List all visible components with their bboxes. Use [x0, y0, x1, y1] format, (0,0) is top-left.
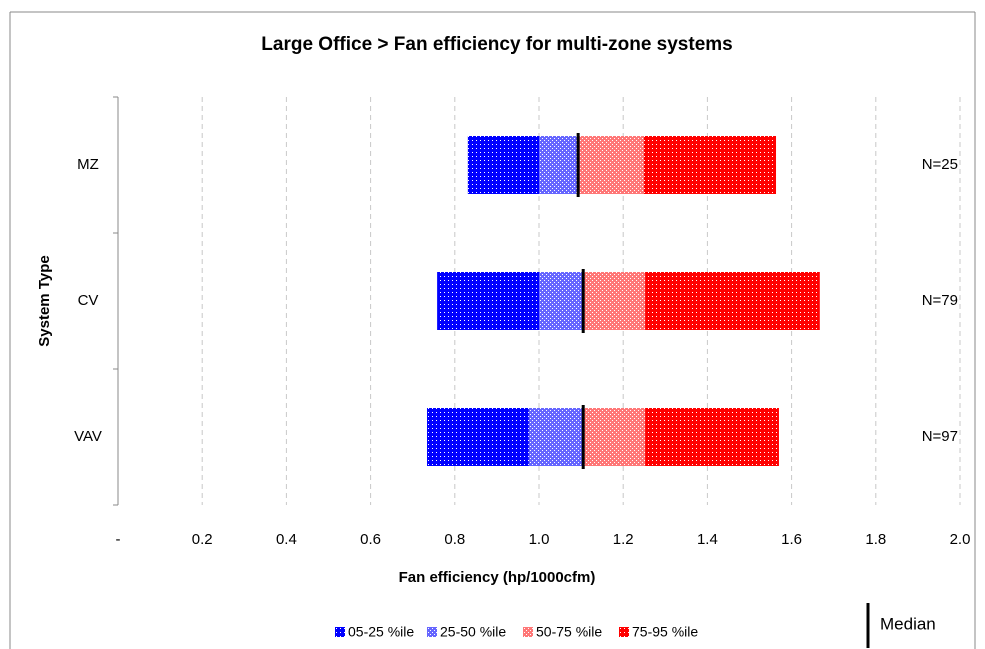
legend-median-label: Median — [880, 614, 936, 633]
legend-label: 75-95 %ile — [632, 624, 698, 640]
x-tick-label: 0.4 — [276, 531, 297, 548]
legend-swatch — [619, 627, 629, 637]
x-tick-label: - — [116, 531, 121, 548]
legend-swatch — [523, 627, 533, 637]
n-label: N=25 — [922, 156, 958, 173]
y-tick-label: VAV — [74, 428, 102, 445]
x-tick-label: 0.6 — [360, 531, 381, 548]
x-tick-label: 1.6 — [781, 531, 802, 548]
legend-swatch — [335, 627, 345, 637]
y-tick-label: MZ — [77, 156, 99, 173]
legend-swatch — [427, 627, 437, 637]
y-axis-title: System Type — [36, 255, 53, 346]
x-tick-label: 1.4 — [697, 531, 718, 548]
bar-segment — [427, 408, 529, 466]
bar-segment — [583, 408, 646, 466]
bar-segment — [645, 408, 779, 466]
bar-segment — [539, 136, 579, 194]
bar-segment — [437, 272, 539, 330]
x-tick-label: 0.8 — [444, 531, 465, 548]
bar-segment — [645, 272, 820, 330]
bar-segment — [539, 272, 584, 330]
chart-title: Large Office > Fan efficiency for multi-… — [261, 34, 732, 55]
bar-segment — [643, 136, 777, 194]
n-label: N=97 — [922, 428, 958, 445]
legend-label: 05-25 %ile — [348, 624, 414, 640]
x-tick-label: 2.0 — [950, 531, 971, 548]
x-tick-label: 1.8 — [865, 531, 886, 548]
x-tick-label: 1.0 — [529, 531, 550, 548]
legend-label: 50-75 %ile — [536, 624, 602, 640]
y-tick-label: CV — [78, 292, 99, 309]
bar-segment — [583, 272, 646, 330]
x-axis-title: Fan efficiency (hp/1000cfm) — [399, 569, 596, 586]
bar-segment — [578, 136, 644, 194]
bar-segment — [467, 136, 539, 194]
bar-segment — [528, 408, 584, 466]
n-label: N=79 — [922, 292, 958, 309]
x-tick-label: 1.2 — [613, 531, 634, 548]
x-tick-label: 0.2 — [192, 531, 213, 548]
legend-label: 25-50 %ile — [440, 624, 506, 640]
